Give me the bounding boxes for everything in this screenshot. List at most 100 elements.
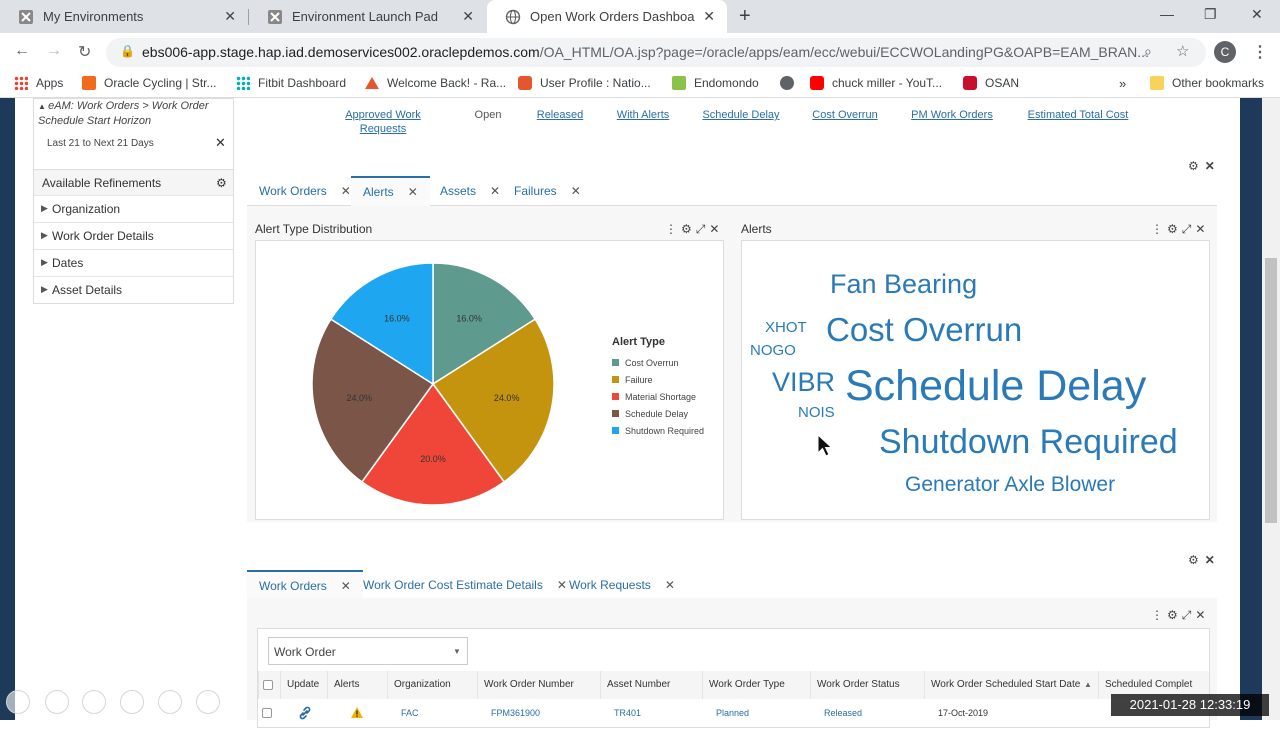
column-header[interactable]: Work Order Type [702, 671, 810, 699]
bookmark-item[interactable]: OSAN [963, 76, 1019, 90]
cloud-tag[interactable]: Cost Overrun [826, 311, 1023, 348]
close-icon[interactable]: ✕ [1195, 222, 1210, 236]
gear-icon[interactable]: ⚙ [1188, 553, 1199, 567]
close-tab-icon[interactable]: ✕ [224, 8, 236, 24]
column-header[interactable]: Organization [387, 671, 477, 699]
player-control-icon[interactable] [6, 690, 30, 714]
cloud-tag[interactable]: NOIS [798, 404, 835, 421]
remove-filter-icon[interactable]: ✕ [215, 135, 226, 150]
window-close-icon[interactable]: ✕ [1251, 6, 1263, 22]
pie-slice-schedule-delay[interactable] [311, 318, 435, 483]
legend-label[interactable]: Cost Overrun [625, 358, 679, 368]
close-tab-icon[interactable]: ✕ [556, 578, 567, 592]
close-tab-icon[interactable]: ✕ [664, 578, 675, 592]
new-tab-icon[interactable]: + [739, 5, 751, 27]
maximize-icon[interactable]: ⤢ [1181, 222, 1196, 236]
close-tab-icon[interactable]: ✕ [407, 185, 418, 199]
refinement-dates[interactable]: ▶ Dates [34, 249, 233, 276]
tab-work-requests[interactable]: Work Requests ✕ [557, 570, 687, 600]
more-horiz-icon[interactable] [196, 690, 220, 714]
column-header[interactable]: Alerts [327, 671, 387, 699]
maximize-icon[interactable]: ⤢ [695, 222, 710, 236]
browser-menu-icon[interactable]: ⋮ [1252, 44, 1268, 61]
close-tab-icon[interactable]: ✕ [462, 8, 474, 24]
refinement-work-order-details[interactable]: ▶ Work Order Details [34, 222, 233, 249]
column-header[interactable]: Work Order Status [810, 671, 924, 699]
profile-avatar[interactable]: C [1214, 41, 1236, 63]
column-header[interactable]: Work Order Scheduled Start Date [924, 671, 1098, 699]
close-tab-icon[interactable]: ✕ [570, 184, 581, 198]
tab-assets[interactable]: Assets ✕ [428, 176, 512, 206]
browser-tab[interactable]: My Environments ✕ [0, 0, 248, 33]
bookmark-item[interactable]: Endomondo [672, 76, 759, 90]
select-all-checkbox[interactable] [263, 680, 273, 690]
measure-approved-work-requests[interactable]: Approved Work Requests [345, 109, 421, 135]
pie-slice-cost-overrun[interactable] [432, 262, 537, 386]
view-select[interactable]: Work Order ▼ [268, 637, 468, 665]
bookmark-item[interactable] [780, 76, 802, 90]
legend-label[interactable]: Material Shortage [625, 392, 696, 402]
address-bar[interactable]: 🔒 ebs006-app.stage.hap.iad.demoservices0… [106, 38, 1206, 67]
gear-icon[interactable]: ⚙ [216, 176, 227, 190]
close-tab-icon[interactable]: ✕ [340, 184, 351, 198]
back-arrow-icon[interactable]: ← [14, 42, 30, 59]
gear-icon[interactable]: ⚙ [681, 222, 696, 236]
cloud-tag[interactable]: Generator Axle Blower [905, 473, 1116, 496]
bookmarks-more[interactable]: » [1119, 76, 1127, 91]
maximize-icon[interactable]: ⤢ [1181, 608, 1196, 622]
column-header[interactable]: Update [280, 671, 327, 699]
zoom-icon[interactable] [158, 690, 182, 714]
close-icon[interactable]: ✕ [1204, 553, 1215, 567]
cloud-tag[interactable]: Schedule Delay [845, 362, 1147, 410]
collapse-triangle-icon[interactable]: ▲ [38, 102, 49, 111]
tab-failures[interactable]: Failures ✕ [502, 176, 593, 206]
other-bookmarks[interactable]: Other bookmarks [1150, 76, 1264, 90]
gear-icon[interactable]: ⚙ [1167, 222, 1182, 236]
bookmark-item[interactable]: chuck miller - YouT... [810, 76, 942, 90]
tab-alerts[interactable]: Alerts ✕ [351, 176, 430, 206]
cell-work-order-status[interactable]: Released [824, 708, 863, 718]
restore-icon[interactable]: ❐ [1204, 6, 1217, 22]
url-text[interactable]: ebs006-app.stage.hap.iad.demoservices002… [142, 44, 1149, 60]
bookmark-item[interactable]: Welcome Back! - Ra... [365, 76, 506, 90]
cell-organization[interactable]: FAC [401, 708, 419, 718]
bookmark-item[interactable]: Fitbit Dashboard [236, 76, 346, 90]
refinement-organization[interactable]: ▶ Organization [34, 195, 233, 222]
gear-icon[interactable]: ⚙ [1167, 608, 1182, 622]
scrollbar-thumb[interactable] [1265, 258, 1277, 523]
browser-tab-active[interactable]: Open Work Orders Dashboard ✕ [487, 0, 727, 33]
more-vert-icon[interactable]: ⋮ [1151, 608, 1167, 622]
bookmark-item[interactable]: User Profile : Natio... [518, 76, 651, 90]
close-icon[interactable]: ✕ [709, 222, 724, 236]
more-vert-icon[interactable]: ⋮ [1151, 222, 1167, 236]
close-tab-icon[interactable]: ✕ [490, 184, 501, 198]
sort-ascending-icon[interactable]: ▲ [1084, 680, 1092, 689]
legend-label[interactable]: Failure [625, 375, 653, 385]
measure-cost-overrun[interactable]: Cost Overrun [812, 109, 878, 121]
bookmark-star-icon[interactable]: ☆ [1176, 43, 1190, 60]
pie-slice-shutdown-required[interactable] [329, 262, 434, 386]
measure-released[interactable]: Released [536, 109, 584, 121]
measure-open[interactable]: Open [474, 109, 502, 121]
cloud-tag[interactable]: NOGO [750, 342, 796, 359]
cloud-tag[interactable]: XHOT [765, 319, 807, 336]
measure-estimated-total-cost[interactable]: Estimated Total Cost [1027, 109, 1129, 121]
copy-icon[interactable] [120, 690, 144, 714]
tab-work-order-cost-estimate-details[interactable]: Work Order Cost Estimate Details ✕ [351, 570, 579, 600]
zoom-search-icon[interactable]: ⌕ [1144, 43, 1152, 59]
column-header[interactable]: Work Order Number [477, 671, 600, 699]
pie-slice-failure[interactable] [431, 318, 555, 483]
refinement-asset-details[interactable]: ▶ Asset Details [34, 276, 233, 303]
cloud-tag[interactable]: Fan Bearing [830, 269, 978, 299]
update-link-icon[interactable] [292, 699, 322, 729]
close-tab-icon[interactable]: ✕ [340, 579, 351, 593]
cloud-tag[interactable]: Shutdown Required [879, 423, 1178, 461]
more-vert-icon[interactable]: ⋮ [665, 222, 681, 236]
cell-work-order-type[interactable]: Planned [716, 708, 750, 718]
forward-arrow-icon[interactable]: → [46, 42, 62, 59]
pen-icon[interactable] [82, 690, 106, 714]
cell-asset-number[interactable]: TR401 [614, 708, 642, 718]
cloud-tag[interactable]: VIBR [772, 367, 836, 397]
pie-slice-material-shortage[interactable] [360, 382, 506, 506]
browser-tab[interactable]: Environment Launch Pad ✕ [249, 0, 486, 33]
